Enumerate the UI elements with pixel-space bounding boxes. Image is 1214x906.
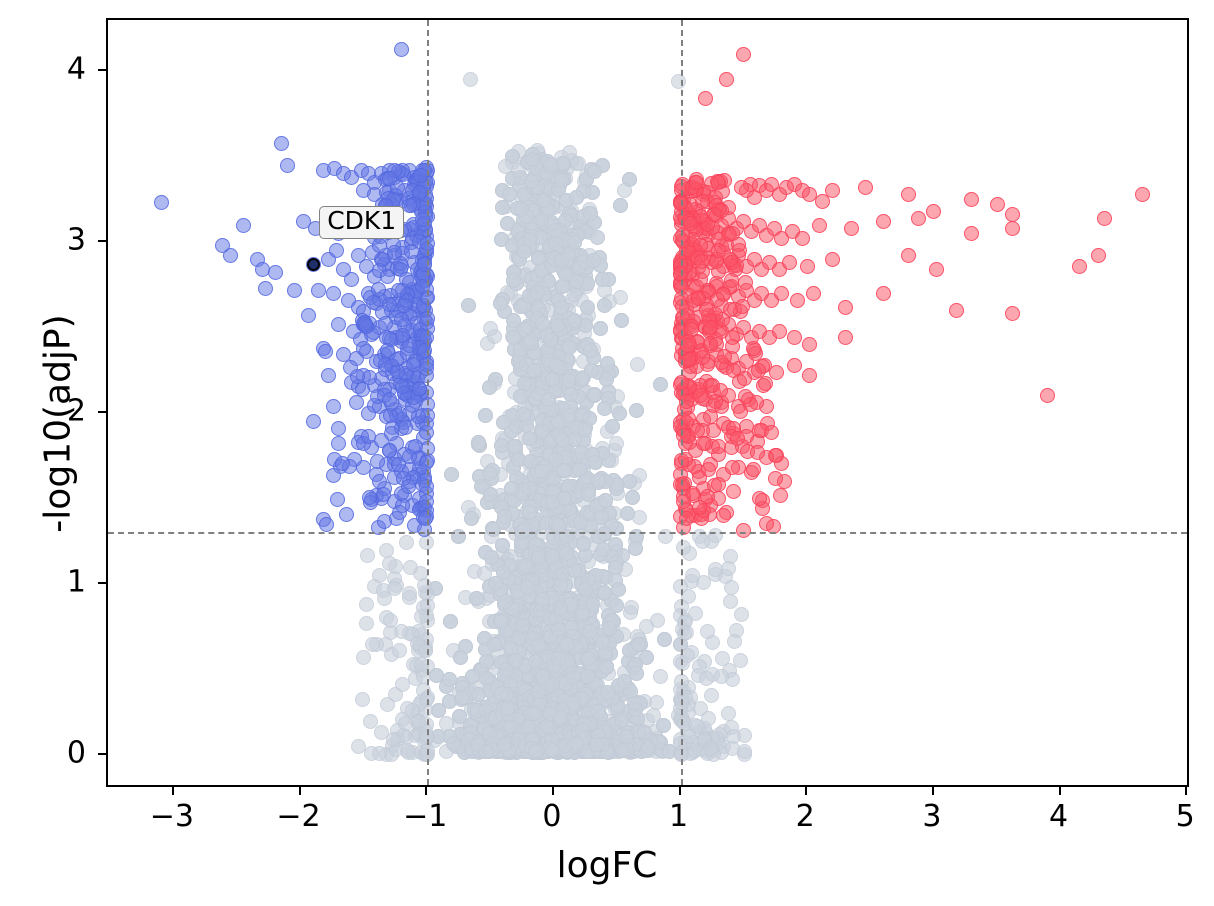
scatter-point: [619, 505, 635, 521]
scatter-point: [627, 541, 643, 557]
scatter-point: [657, 632, 673, 648]
scatter-point: [505, 329, 521, 345]
plot-area: CDK1: [106, 18, 1189, 787]
scatter-point: [614, 712, 630, 728]
scatter-point: [483, 320, 499, 336]
scatter-point: [612, 406, 628, 422]
scatter-point: [500, 215, 516, 231]
scatter-point: [534, 212, 550, 228]
scatter-point: [609, 597, 625, 613]
scatter-point: [580, 299, 596, 315]
scatter-point: [616, 673, 632, 689]
scatter-point: [505, 313, 521, 329]
scatter-point: [504, 480, 520, 496]
scatter-point: [443, 614, 459, 630]
scatter-point: [592, 321, 608, 337]
scatter-point: [528, 653, 544, 669]
scatter-point: [481, 466, 497, 482]
scatter-point: [597, 584, 613, 600]
scatter-point: [597, 297, 613, 313]
scatter-point: [630, 356, 646, 372]
scatter-point: [628, 403, 644, 419]
scatter-point: [614, 313, 630, 329]
scatter-point: [444, 466, 460, 482]
scatter-point: [653, 669, 669, 684]
scatter-point: [478, 408, 494, 424]
scatter-point: [460, 298, 476, 314]
scatter-point: [598, 492, 614, 508]
scatter-point: [471, 686, 487, 702]
scatter-point: [638, 618, 654, 634]
scatter-point: [481, 380, 497, 396]
y-tick-label: 3: [66, 222, 86, 258]
y-tick-label: 1: [66, 564, 86, 600]
y-tick-mark: [98, 752, 106, 755]
scatter-point: [582, 342, 598, 358]
scatter-point: [653, 376, 669, 392]
scatter-point: [613, 289, 629, 305]
scatter-point: [595, 542, 611, 558]
y-tick-mark: [98, 581, 106, 584]
y-tick-mark: [98, 240, 106, 243]
scatter-point: [496, 564, 512, 580]
scatter-point: [554, 299, 570, 315]
scatter-point: [598, 660, 614, 676]
scatter-point: [599, 355, 615, 371]
scatter-point: [471, 434, 487, 450]
scatter-point: [601, 621, 617, 637]
scatter-point: [507, 653, 523, 669]
scatter-point: [586, 163, 602, 179]
y-tick-mark: [98, 411, 106, 414]
y-tick-label: 2: [66, 393, 86, 429]
scatter-point: [608, 436, 624, 452]
y-tick-label: 0: [66, 735, 86, 771]
y-tick-mark: [98, 69, 106, 72]
y-tick-label: 4: [66, 51, 86, 87]
scatter-points-layer: [108, 20, 1187, 785]
scatter-point: [596, 400, 612, 416]
scatter-point: [625, 489, 641, 505]
scatter-point: [497, 508, 513, 524]
